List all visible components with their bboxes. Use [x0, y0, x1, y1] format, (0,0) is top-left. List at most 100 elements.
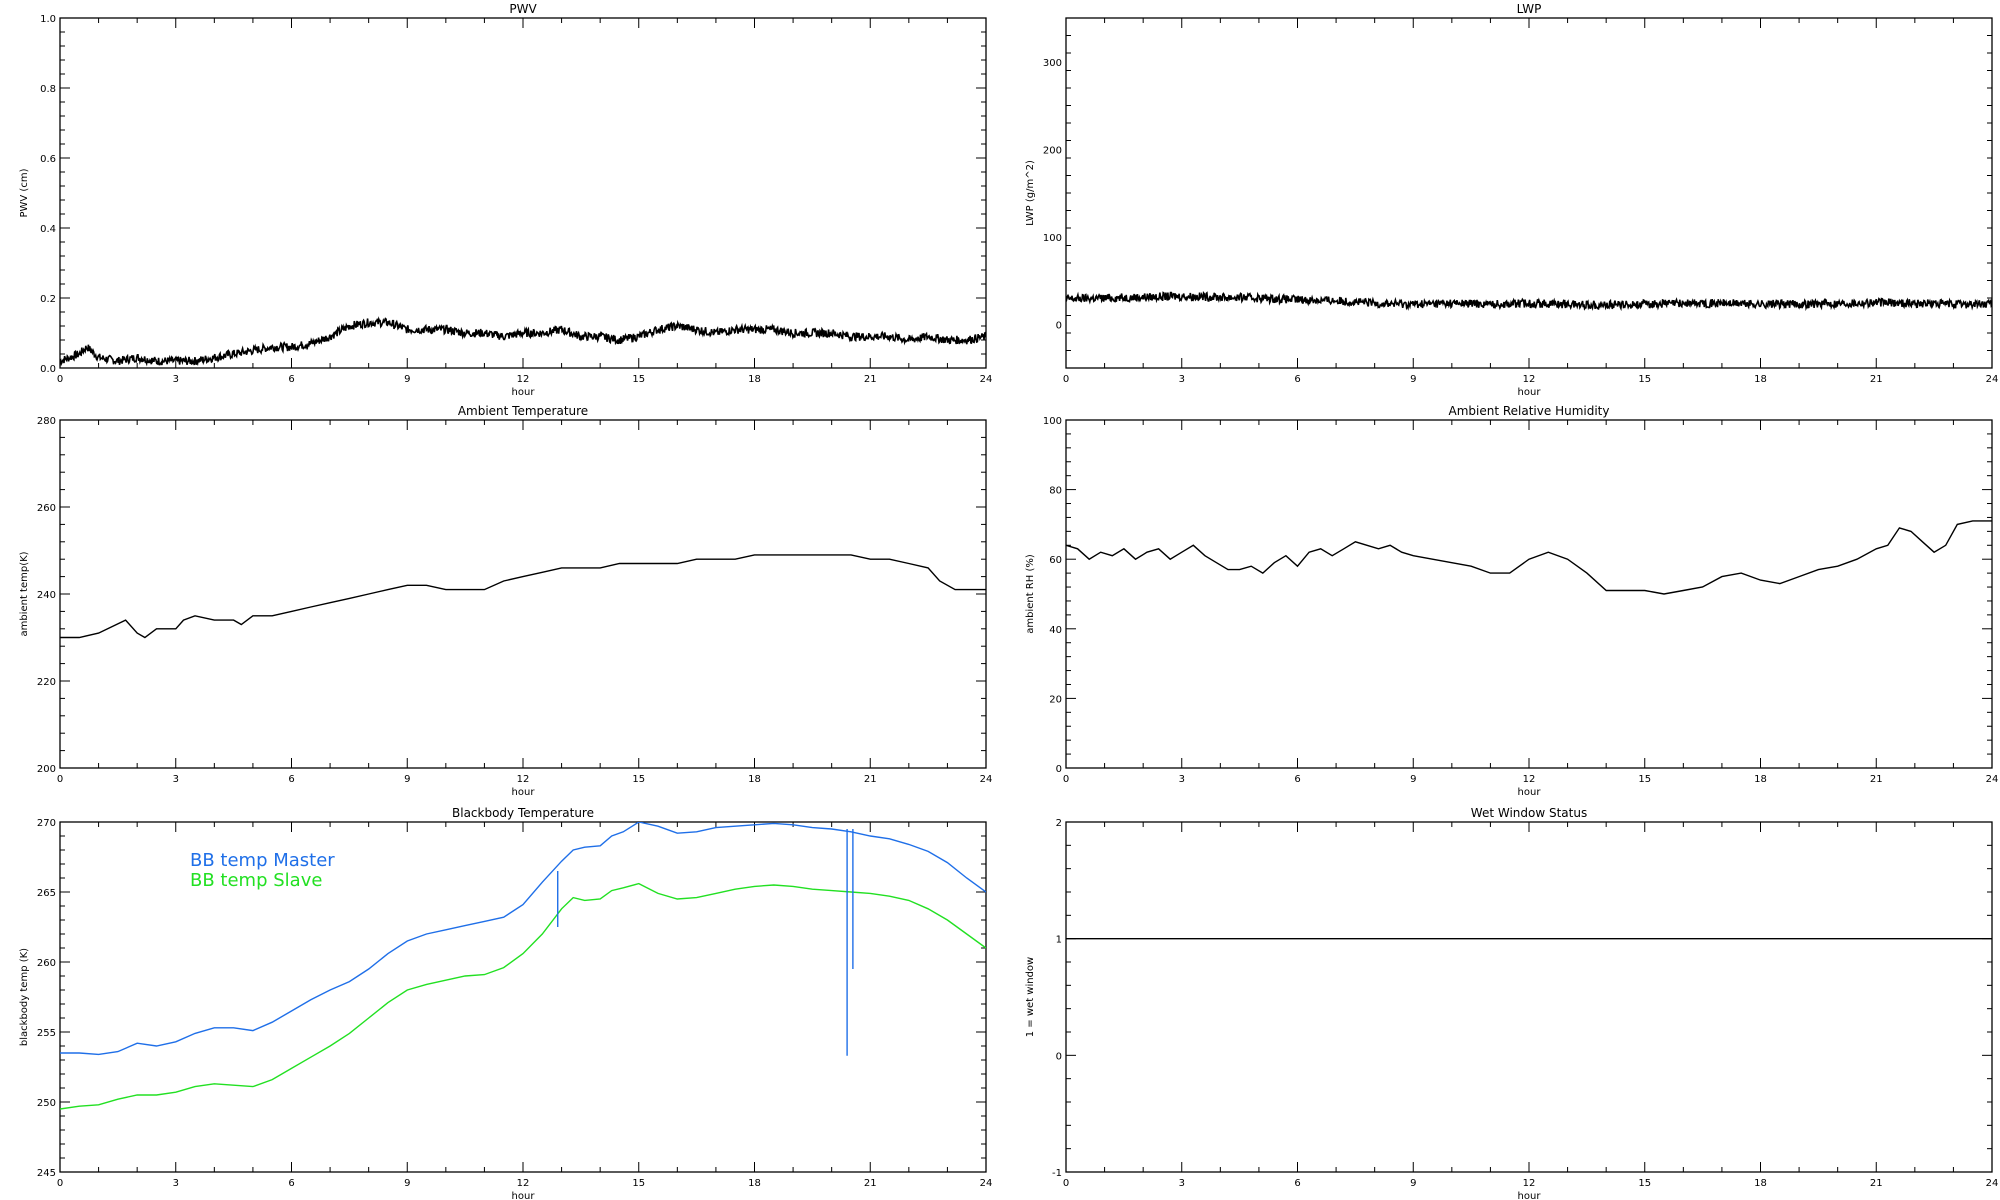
y-axis-label: ambient RH (%) [1025, 554, 1036, 634]
y-axis-label: PWV (cm) [19, 168, 30, 217]
x-tick-label: 3 [173, 374, 179, 385]
y-tick-label: 0.0 [40, 364, 56, 375]
x-tick-label: 24 [1986, 374, 1999, 385]
x-axis-label: hour [1518, 1191, 1542, 1200]
series-line-0 [1066, 291, 1992, 312]
y-tick-label: 0.8 [40, 84, 56, 95]
x-tick-label: 6 [1294, 1178, 1300, 1189]
series-line-0 [60, 554, 986, 639]
x-tick-label: 21 [1870, 374, 1883, 385]
y-tick-label: 1 [1056, 935, 1062, 946]
x-tick-label: 15 [1638, 374, 1651, 385]
x-tick-label: 9 [404, 774, 410, 785]
x-tick-label: 12 [1523, 1178, 1536, 1189]
chart-pwv: PWV hour PWV (cm) 0 3 6 9 12 15 18 21 24 0.0 0.2 0.4 0.… [19, 2, 992, 398]
chart-title: Ambient Temperature [458, 404, 588, 418]
y-axis-label: 1 = wet window [1025, 957, 1036, 1037]
chart-title: LWP [1517, 2, 1542, 16]
plot-frame [1065, 821, 1993, 1173]
chart-title: Blackbody Temperature [452, 806, 594, 820]
y-tick-label: 1.0 [40, 14, 56, 25]
x-tick-label: 15 [632, 1178, 645, 1189]
y-tick-label: 0 [1056, 1051, 1062, 1062]
x-tick-label: 24 [1986, 1178, 1999, 1189]
y-tick-label: 60 [1049, 555, 1062, 566]
x-tick-label: 0 [57, 774, 63, 785]
chart-wet-window-status: Wet Window Status hour 1 = wet window 0 3 6 9 1… [1025, 806, 1998, 1200]
x-tick-label: 18 [1754, 1178, 1767, 1189]
y-tick-label: 300 [1043, 58, 1062, 69]
x-tick-label: 21 [864, 774, 877, 785]
x-tick-label: 21 [1870, 774, 1883, 785]
x-tick-label: 15 [632, 774, 645, 785]
x-tick-label: 18 [748, 374, 761, 385]
x-tick-label: 3 [1179, 774, 1185, 785]
y-tick-label: 270 [37, 818, 56, 829]
x-tick-label: 24 [980, 374, 993, 385]
y-tick-label: 100 [1043, 233, 1062, 244]
y-tick-label: 0.6 [40, 154, 56, 165]
x-tick-label: 21 [864, 1178, 877, 1189]
y-tick-label: 220 [37, 677, 56, 688]
x-tick-label: 3 [173, 774, 179, 785]
plot-frame [1065, 17, 1993, 369]
x-tick-label: 24 [980, 1178, 993, 1189]
chart-title: Wet Window Status [1471, 806, 1587, 820]
y-tick-label: 20 [1049, 694, 1062, 705]
x-tick-label: 15 [1638, 774, 1651, 785]
series-line-0 [1066, 520, 1992, 595]
x-axis-label: hour [512, 787, 536, 798]
x-tick-label: 6 [288, 1178, 294, 1189]
x-axis-label: hour [1518, 387, 1542, 398]
chart-title: Ambient Relative Humidity [1449, 404, 1610, 418]
x-tick-label: 18 [748, 774, 761, 785]
chart-title: PWV [509, 2, 537, 16]
y-tick-label: 260 [37, 503, 56, 514]
x-tick-label: 18 [1754, 374, 1767, 385]
series-line-0 [60, 822, 986, 1056]
x-tick-label: 21 [864, 374, 877, 385]
x-tick-label: 0 [1063, 374, 1069, 385]
x-tick-label: 12 [517, 774, 530, 785]
x-tick-label: 6 [288, 774, 294, 785]
y-axis-label: LWP (g/m^2) [1025, 160, 1036, 226]
x-tick-label: 21 [1870, 1178, 1883, 1189]
y-tick-label: 40 [1049, 625, 1062, 636]
y-tick-label: 200 [37, 764, 56, 775]
y-tick-label: 2 [1056, 818, 1062, 829]
x-tick-label: 12 [1523, 774, 1536, 785]
y-tick-label: -1 [1052, 1168, 1062, 1179]
x-axis-label: hour [512, 1191, 536, 1200]
series-line-1 [60, 882, 986, 1110]
x-tick-label: 9 [404, 1178, 410, 1189]
y-tick-label: 0 [1056, 320, 1062, 331]
legend-entry: BB temp Slave [190, 870, 322, 891]
x-tick-label: 18 [1754, 774, 1767, 785]
y-tick-label: 240 [37, 590, 56, 601]
y-tick-label: 245 [37, 1168, 56, 1179]
x-tick-label: 15 [1638, 1178, 1651, 1189]
x-tick-label: 0 [57, 374, 63, 385]
y-tick-label: 0.4 [40, 224, 56, 235]
x-tick-label: 3 [1179, 1178, 1185, 1189]
x-tick-label: 24 [1986, 774, 1999, 785]
y-tick-label: 260 [37, 958, 56, 969]
chart-ambient-temperature: Ambient Temperature hour ambient temp(K) 0 3… [19, 404, 992, 798]
x-tick-label: 9 [404, 374, 410, 385]
series-line-0 [60, 316, 986, 367]
x-tick-label: 12 [1523, 374, 1536, 385]
x-tick-label: 12 [517, 1178, 530, 1189]
x-axis-label: hour [512, 387, 536, 398]
chart-ambient-relative-humidity: Ambient Relative Humidity hour ambient RH … [1025, 404, 1998, 798]
plot-area [60, 554, 986, 639]
y-tick-label: 280 [37, 416, 56, 427]
x-tick-label: 3 [1179, 374, 1185, 385]
y-tick-label: 265 [37, 888, 56, 899]
y-tick-label: 255 [37, 1028, 56, 1039]
x-tick-label: 6 [288, 374, 294, 385]
x-tick-label: 0 [57, 1178, 63, 1189]
x-tick-label: 6 [1294, 774, 1300, 785]
plot-area [60, 316, 986, 367]
legend-entry: BB temp Master [190, 850, 335, 871]
